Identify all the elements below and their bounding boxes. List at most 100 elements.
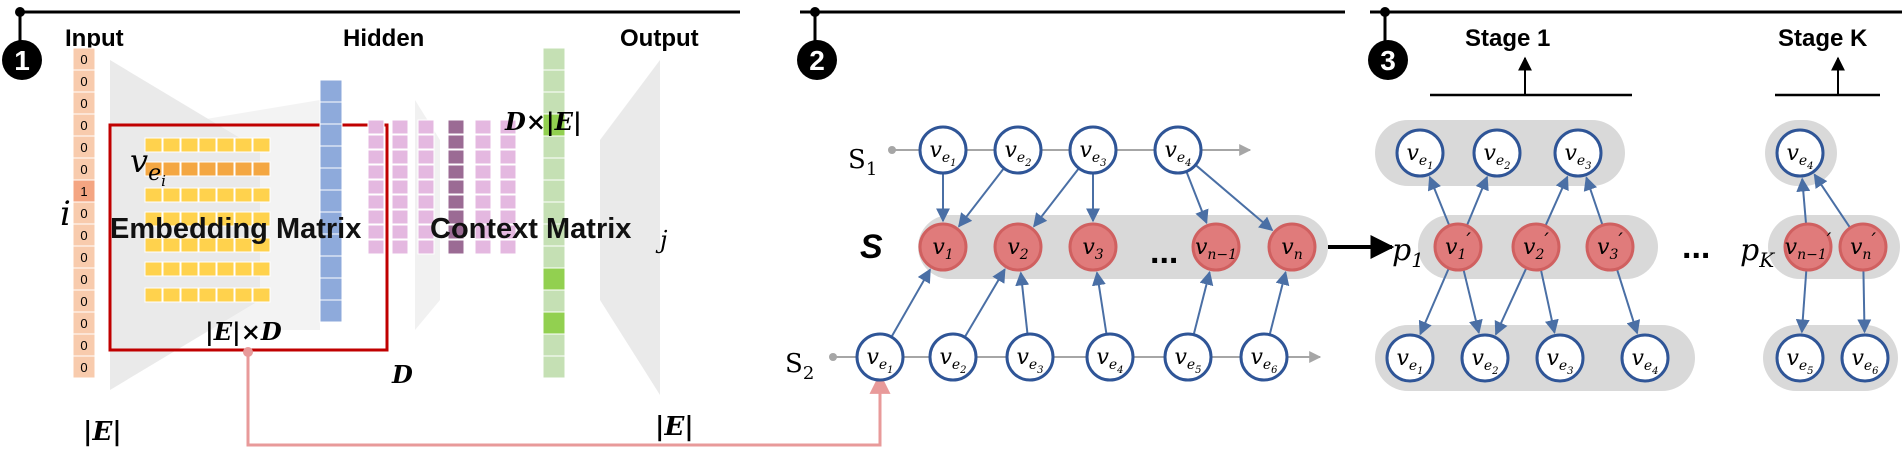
s2-label: S2 — [785, 349, 814, 384]
context-cell — [447, 194, 465, 210]
node-label: v3 — [1082, 235, 1103, 263]
node-label: v3′ — [1597, 228, 1623, 263]
node-label: v1′ — [1445, 228, 1471, 263]
p1-label: p1 — [1392, 233, 1424, 272]
edge-arrow — [1192, 270, 1214, 334]
embedding-cell — [180, 161, 199, 177]
stage-ellipsis: ... — [1682, 228, 1710, 266]
embedding-cell — [252, 187, 271, 203]
embedding-cell — [252, 261, 271, 277]
output-cell — [542, 157, 566, 181]
node-label: ve1 — [929, 138, 956, 169]
input-cell-value: 0 — [80, 52, 87, 67]
node-circle — [1239, 332, 1289, 382]
context-cell — [391, 224, 409, 240]
edge-arrow — [1857, 270, 1872, 334]
embedding-cell — [252, 211, 271, 227]
context-cell — [499, 134, 517, 150]
context-cell — [391, 209, 409, 225]
sequence-node: v2 — [993, 222, 1043, 272]
edge-arrow — [1540, 270, 1559, 334]
output-cell — [542, 179, 566, 203]
input-cell-value: 0 — [80, 294, 87, 309]
item-node: ve3 — [1553, 128, 1603, 178]
input-size-label: |E| — [83, 417, 122, 447]
embedding-cell — [144, 287, 163, 303]
item-node: ve1 — [1385, 333, 1435, 383]
output-vector — [542, 47, 566, 379]
embedding-cell — [198, 211, 217, 227]
context-dims-label: D×|E| — [504, 107, 582, 136]
node-circle — [1153, 125, 1203, 175]
edge-arrow — [1462, 270, 1483, 335]
input-one-hot-vector: 0 0 0 0 0 0 1 0 0 0 0 0 0 0 0 — [72, 47, 96, 379]
edge-arrow — [1268, 270, 1290, 334]
context-cell — [447, 179, 465, 195]
embedding-cell — [162, 137, 181, 153]
embedding-cell — [234, 137, 253, 153]
sequence-node: vn′ — [1838, 222, 1888, 272]
input-cell-value: 1 — [80, 184, 87, 199]
output-cell — [542, 311, 566, 335]
context-cell — [499, 224, 517, 240]
embedding-cell — [162, 187, 181, 203]
output-size-label: |E| — [655, 412, 694, 442]
embedding-cell — [180, 237, 199, 253]
node-circle — [1535, 333, 1585, 383]
edge-arrow — [1494, 268, 1527, 336]
embedding-cell — [180, 187, 199, 203]
edge-arrow — [1583, 176, 1604, 225]
node-label: ve2 — [1004, 138, 1031, 169]
stage-k-label: Stage K — [1778, 25, 1868, 52]
input-cell-value: 0 — [80, 96, 87, 111]
embedding-cell — [198, 287, 217, 303]
item-node: ve2 — [993, 125, 1043, 175]
embedding-cell — [216, 211, 235, 227]
node-label: ve6 — [1851, 346, 1879, 377]
node-circle — [993, 222, 1043, 272]
stage-1-label: Stage 1 — [1465, 25, 1550, 52]
output-cell — [542, 289, 566, 313]
embedding-cell — [198, 261, 217, 277]
edge-arrow — [1796, 177, 1811, 224]
context-cell — [474, 164, 492, 180]
item-node: ve5 — [1775, 333, 1825, 383]
badge-1-text: 1 — [14, 45, 30, 76]
node-circle — [855, 332, 905, 382]
input-cell-value: 0 — [80, 360, 87, 375]
context-cell — [417, 164, 435, 180]
node-label: ve3 — [1546, 346, 1573, 377]
context-cell — [447, 134, 465, 150]
embedding-cell — [144, 261, 163, 277]
node-label: vn′ — [1850, 228, 1876, 263]
output-cell — [542, 69, 566, 93]
edge-arrow — [1813, 173, 1851, 228]
item-node: ve4 — [1085, 332, 1135, 382]
context-cell — [447, 239, 465, 255]
hidden-cell — [319, 255, 343, 279]
node-label: ve4 — [1096, 345, 1123, 376]
item-node: ve1 — [918, 125, 968, 175]
embedding-cell — [198, 237, 217, 253]
output-cell — [542, 245, 566, 269]
node-circle — [918, 125, 968, 175]
embedding-cell — [252, 137, 271, 153]
sequence-node: vn — [1267, 222, 1317, 272]
embedding-cell — [234, 187, 253, 203]
item-node: ve1 — [1395, 128, 1445, 178]
item-node: ve6 — [1840, 333, 1890, 383]
context-cell — [367, 164, 385, 180]
embedding-cell — [180, 287, 199, 303]
node-label: ve2 — [1483, 141, 1510, 172]
embedding-cell — [162, 211, 181, 227]
node-label: vn−1 — [1195, 235, 1237, 263]
node-circle — [1460, 333, 1510, 383]
section-rules — [15, 7, 1902, 42]
panel-1-badge: 1 — [2, 40, 42, 80]
input-cell — [72, 355, 96, 379]
node-label: vn−1′ — [1785, 228, 1832, 263]
context-cell — [367, 224, 385, 240]
edge-arrow — [1466, 175, 1489, 226]
node-label: ve3 — [1016, 345, 1043, 376]
edge-arrow — [1091, 271, 1108, 334]
